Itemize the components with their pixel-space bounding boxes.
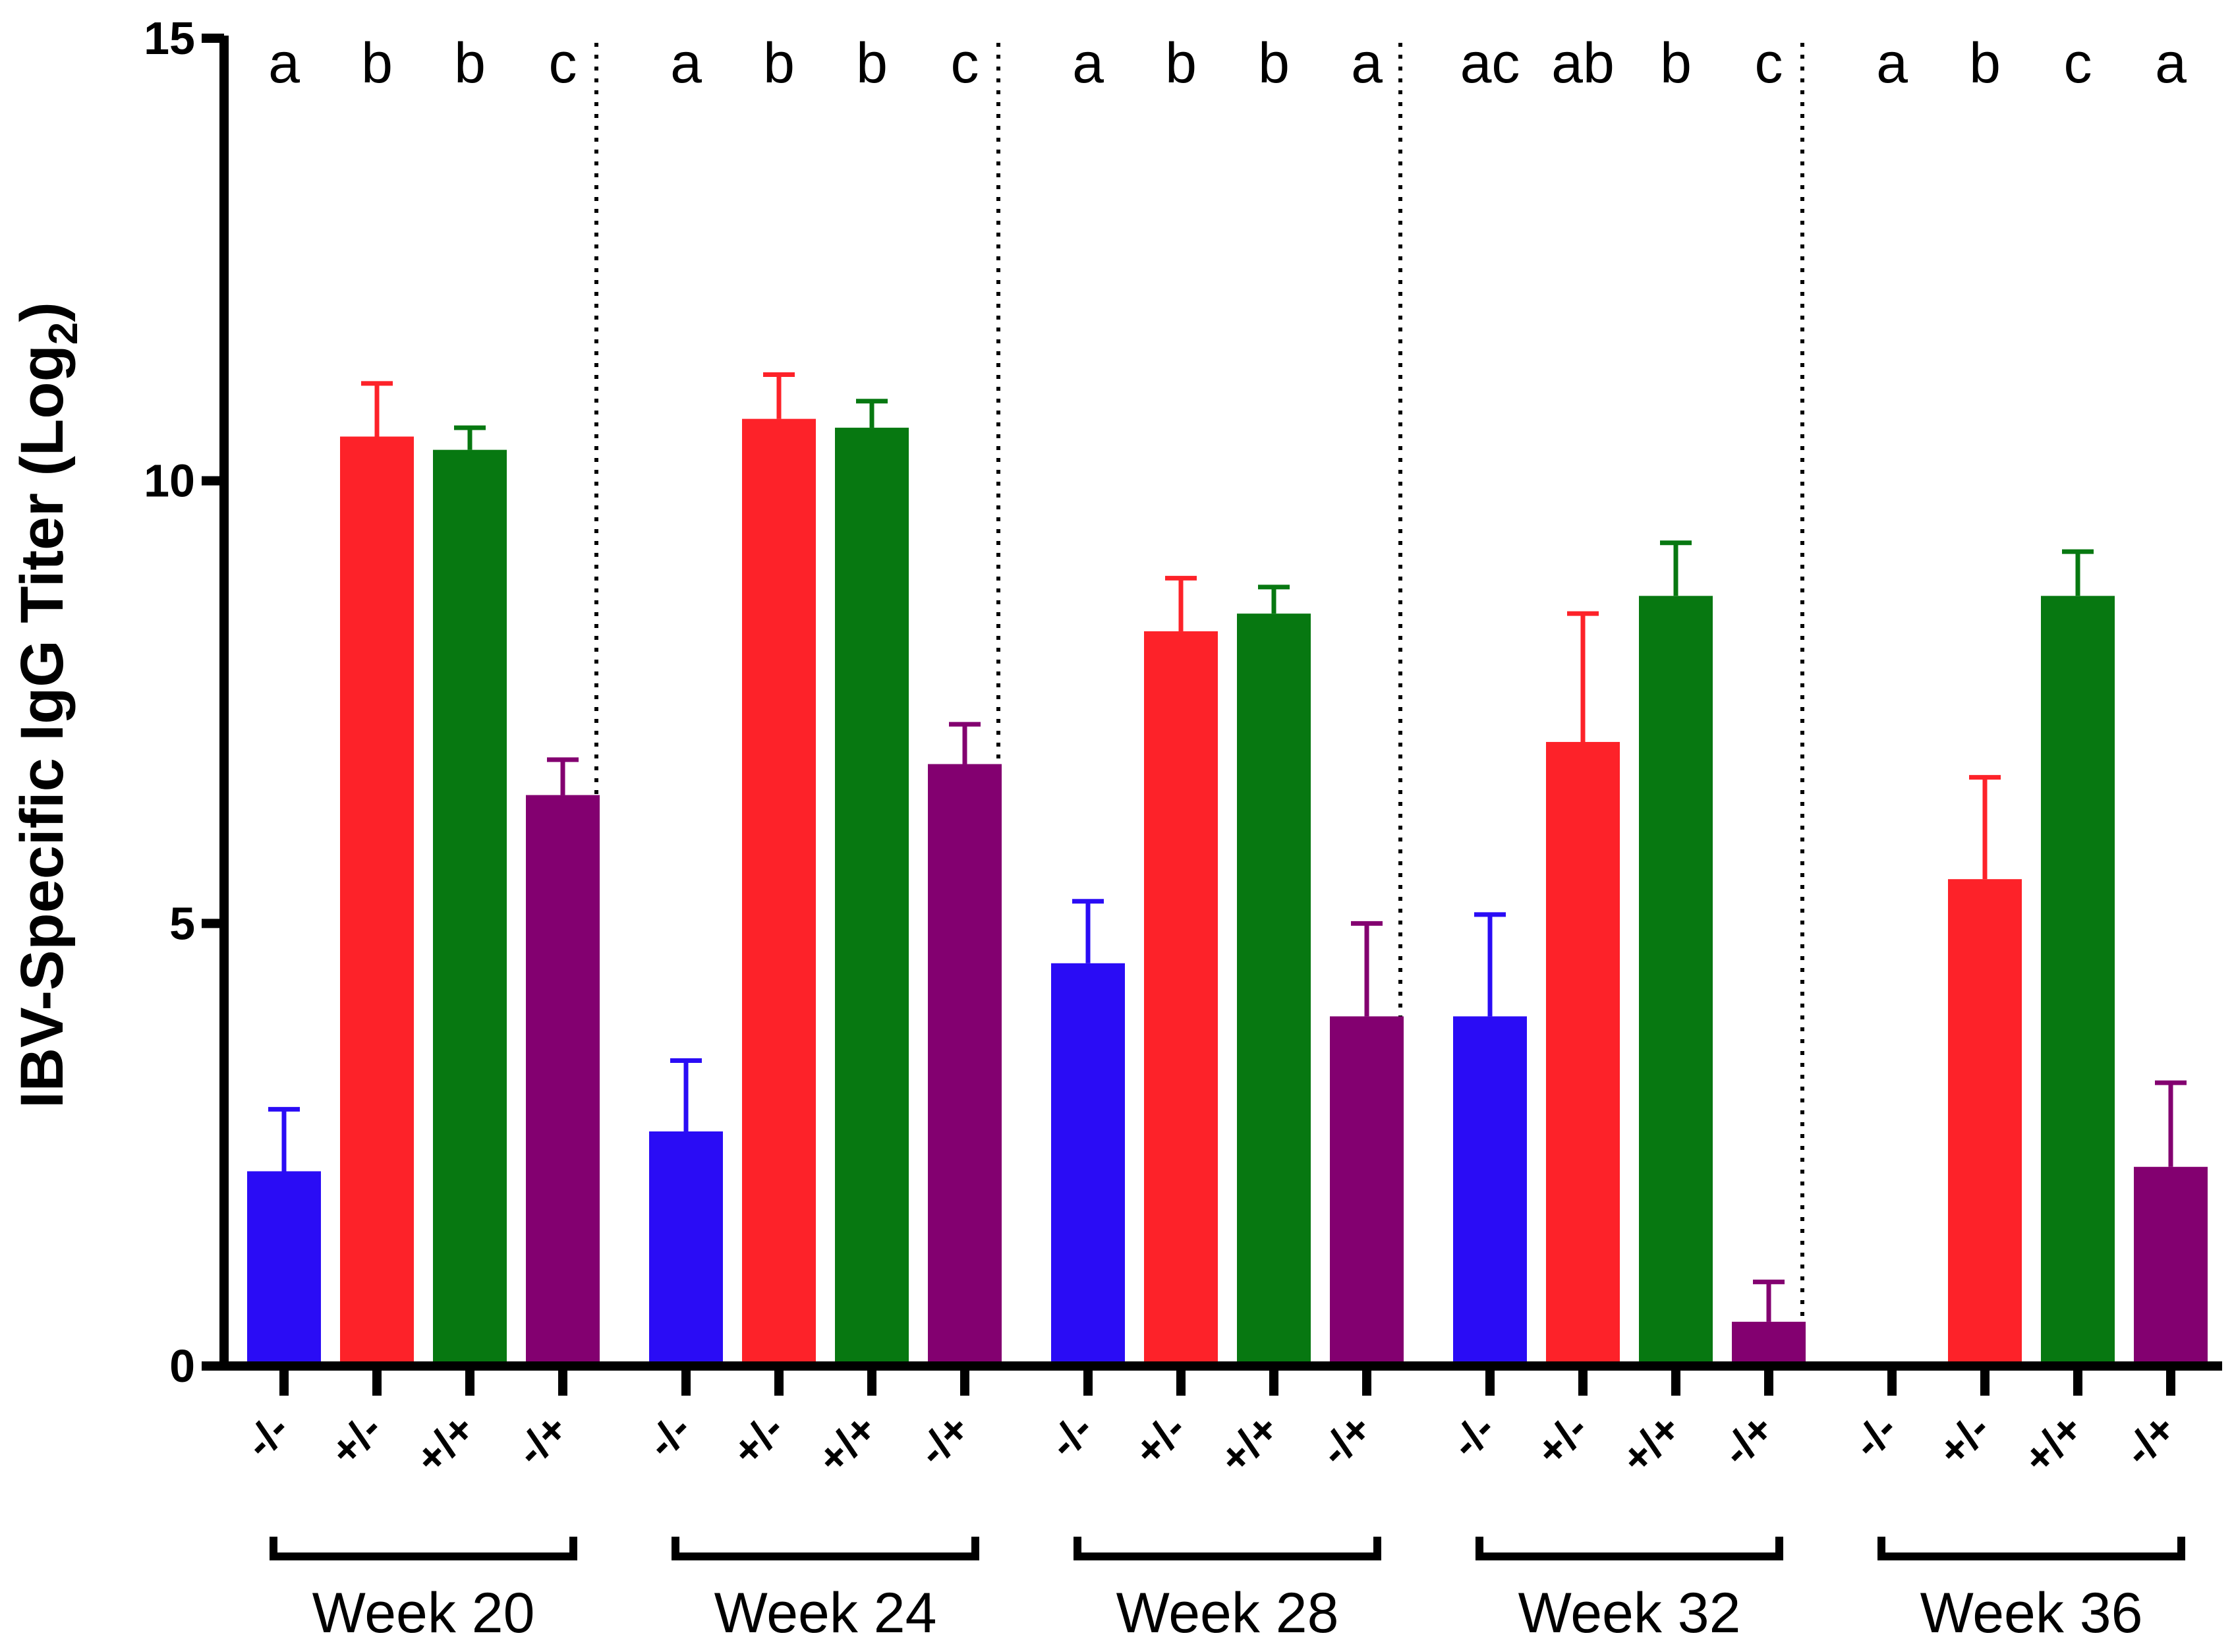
x-tick-label-w2-b3: -/+ [1310, 1404, 1381, 1475]
group-bracket-2 [1077, 1537, 1377, 1556]
bar-w4-b2 [2041, 596, 2115, 1366]
bar-w0-b2 [433, 450, 507, 1366]
bar-w0-b3 [526, 795, 600, 1366]
group-bracket-0 [273, 1537, 573, 1556]
sig-letter-w4-b3: a [2155, 32, 2187, 95]
sig-letter-w0-b0: a [268, 32, 300, 95]
sig-letter-w2-b0: a [1072, 32, 1104, 95]
sig-letter-w4-b2: c [2064, 32, 2092, 95]
sig-letter-w4-b0: a [1876, 32, 1908, 95]
sig-letter-w3-b2: b [1660, 32, 1692, 95]
chart-container: 0 5 10 15 -/- +/- +/+ -/+ -/- +/- +/+ -/+ -/- +/- +/+… [0, 0, 2234, 1649]
x-tick-label-w1-b0: -/- [637, 1404, 701, 1467]
bar-w0-b1 [340, 437, 414, 1367]
x-tick-label-w3-b0: -/- [1441, 1404, 1504, 1467]
group-label-3: Week 32 [1518, 1581, 1741, 1645]
sig-letter-w1-b1: b [763, 32, 795, 95]
bar-w2-b3 [1330, 1016, 1404, 1366]
axes-layer [219, 36, 2222, 1371]
bar-w1-b1 [742, 419, 816, 1366]
x-tick-label-w0-b0: -/- [235, 1404, 299, 1467]
group-bracket-3 [1479, 1537, 1779, 1556]
group-label-2: Week 28 [1116, 1581, 1339, 1645]
bar-w3-b0 [1453, 1016, 1527, 1366]
sig-letter-w2-b2: b [1258, 32, 1290, 95]
x-tick-label-w1-b3: -/+ [908, 1404, 979, 1475]
x-tick-label-w3-b3: -/+ [1712, 1404, 1783, 1475]
bar-w4-b3 [2134, 1167, 2208, 1366]
bar-w3-b3 [1732, 1322, 1806, 1366]
y-tick-label-3: 15 [144, 13, 195, 64]
x-ticks: -/- +/- +/+ -/+ -/- +/- +/+ -/+ -/- +/- +/+ -/+ -/- +… [235, 1366, 2185, 1483]
sig-letter-w2-b1: b [1165, 32, 1197, 95]
x-tick-label-w4-b0: -/- [1843, 1404, 1906, 1467]
bar-w0-b0 [247, 1171, 321, 1366]
sig-letter-w3-b3: c [1755, 32, 1783, 95]
group-label-0: Week 20 [312, 1581, 535, 1645]
x-tick-label-w0-b3: -/+ [506, 1404, 577, 1475]
x-tick-label-w1-b1: +/- [722, 1404, 793, 1475]
x-tick-label-w2-b2: +/+ [1209, 1404, 1288, 1483]
bar-chart: 051015 -/- +/- +/+ -/+ -/- +/- +/+ -/+ -/- +/- +/+… [0, 0, 2234, 1649]
bar-w2-b1 [1144, 631, 1218, 1366]
bar-w1-b0 [649, 1131, 723, 1366]
group-label-4: Week 36 [1920, 1581, 2143, 1645]
bar-w1-b2 [835, 428, 909, 1366]
y-tick-label-0: 0 [169, 1340, 195, 1392]
bar-w2-b2 [1237, 613, 1311, 1366]
bar-w3-b1 [1546, 742, 1620, 1366]
sig-letter-w1-b0: a [670, 32, 702, 95]
sig-letter-w1-b3: c [951, 32, 979, 95]
bar-w1-b3 [928, 764, 1002, 1366]
bar-w3-b2 [1639, 596, 1713, 1366]
sig-letter-w0-b3: c [549, 32, 577, 95]
x-tick-label-w4-b3: -/+ [2114, 1404, 2185, 1475]
group-bracket-4 [1881, 1537, 2181, 1556]
sig-letter-w3-b0: ac [1460, 32, 1520, 95]
x-tick-label-w2-b1: +/- [1124, 1404, 1195, 1475]
x-tick-label-w4-b2: +/+ [2013, 1404, 2092, 1483]
x-tick-label-w0-b1: +/- [320, 1404, 391, 1475]
x-tick-label-w0-b2: +/+ [405, 1404, 484, 1483]
sig-letter-w0-b1: b [361, 32, 393, 95]
group-brackets: Week 20 Week 24 Week 28 Week 32 Week 36 [273, 1537, 2181, 1645]
significance-letters: a b b c a b b c a b b a ac ab b c a b c a [268, 32, 2187, 95]
x-tick-label-w3-b2: +/+ [1611, 1404, 1690, 1483]
sig-letter-w3-b1: ab [1551, 32, 1615, 95]
bar-w4-b1 [1948, 879, 2022, 1366]
bar-w2-b0 [1051, 963, 1125, 1366]
group-label-1: Week 24 [714, 1581, 937, 1645]
x-tick-label-w2-b0: -/- [1039, 1404, 1103, 1467]
sig-letter-w4-b1: b [1969, 32, 2001, 95]
sig-letter-w2-b3: a [1351, 32, 1383, 95]
sig-letter-w0-b2: b [454, 32, 486, 95]
sig-letter-w1-b2: b [856, 32, 888, 95]
y-tick-label-1: 5 [169, 897, 195, 949]
x-tick-label-w1-b2: +/+ [807, 1404, 886, 1483]
x-tick-label-w4-b1: +/- [1928, 1404, 1999, 1475]
bars-layer [247, 374, 2208, 1366]
y-axis-label: IBV-Specific IgG Titer (Log2) [9, 302, 86, 1108]
y-tick-label-2: 10 [144, 455, 195, 507]
group-bracket-1 [675, 1537, 975, 1556]
x-tick-label-w3-b1: +/- [1526, 1404, 1597, 1475]
y-ticks: 0 5 10 15 [144, 13, 224, 1392]
